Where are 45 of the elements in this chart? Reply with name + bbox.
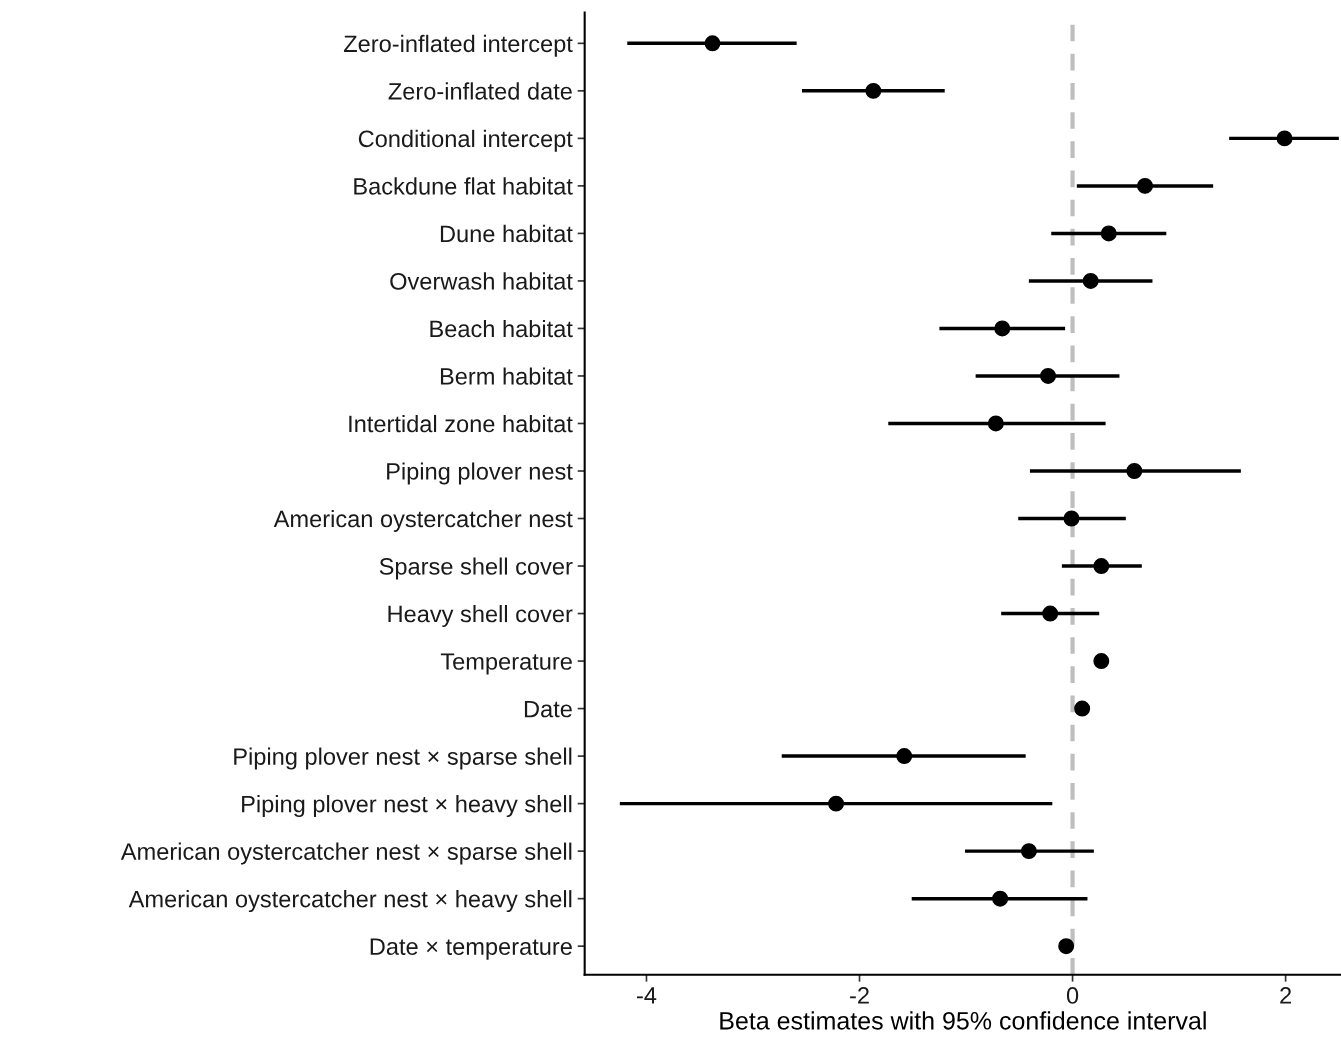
point xyxy=(992,890,1009,907)
point xyxy=(1100,225,1117,242)
y-tick-label: Conditional intercept xyxy=(358,129,573,152)
point xyxy=(1040,367,1057,384)
y-tick-label: Berm habitat xyxy=(440,367,573,385)
point xyxy=(1093,653,1110,670)
point xyxy=(1042,605,1059,622)
y-tick-label: Backdune flat habitat xyxy=(354,177,573,195)
y-tick-label: Piping plover nest × sparse shell xyxy=(234,747,572,770)
point xyxy=(865,82,882,99)
point xyxy=(704,35,721,52)
y-tick-label: Intertidal zone habitat xyxy=(349,414,573,433)
point xyxy=(828,795,845,812)
point xyxy=(1074,700,1091,717)
y-tick-label: Sparse shell cover xyxy=(379,557,573,580)
point xyxy=(1276,130,1293,147)
y-tick-label: American oystercatcher nest × heavy shell xyxy=(128,890,572,913)
y-tick-label: Date xyxy=(524,700,572,718)
y-tick-label: Piping plover nest × heavy shell xyxy=(242,795,572,818)
point xyxy=(1093,558,1110,575)
x-axis-title: Beta estimates with 95% confidence interval xyxy=(720,1011,1206,1030)
y-tick-label: Beach habitat xyxy=(430,319,573,338)
point xyxy=(1137,177,1153,194)
point xyxy=(1126,463,1143,479)
point xyxy=(994,320,1011,337)
y-tick-label: Heavy shell cover xyxy=(388,604,573,627)
y-tick-label: Overwash habitat xyxy=(390,272,573,290)
y-tick-label: American oystercatcher nest × sparse shell xyxy=(120,842,572,865)
point xyxy=(1058,938,1075,955)
y-tick-label: Temperature xyxy=(440,653,572,675)
y-tick-label: Dune habitat xyxy=(440,224,573,243)
point xyxy=(987,415,1004,432)
point xyxy=(1082,272,1099,289)
y-tick-label: Zero-inflated intercept xyxy=(343,34,573,57)
x-tick-label: 0 xyxy=(1066,987,1079,1004)
y-tick-label: Date × temperature xyxy=(370,938,572,960)
point xyxy=(1020,843,1037,860)
y-tick-label: Zero-inflated date xyxy=(388,82,572,100)
x-tick-label: -2 xyxy=(850,987,869,1004)
x-tick-label: 2 xyxy=(1280,987,1291,1004)
y-tick-label: Piping plover nest xyxy=(387,462,573,485)
point xyxy=(1063,510,1080,527)
point xyxy=(896,748,913,765)
x-tick-label: -4 xyxy=(637,987,657,1004)
y-tick-label: American oystercatcher nest xyxy=(273,509,573,532)
